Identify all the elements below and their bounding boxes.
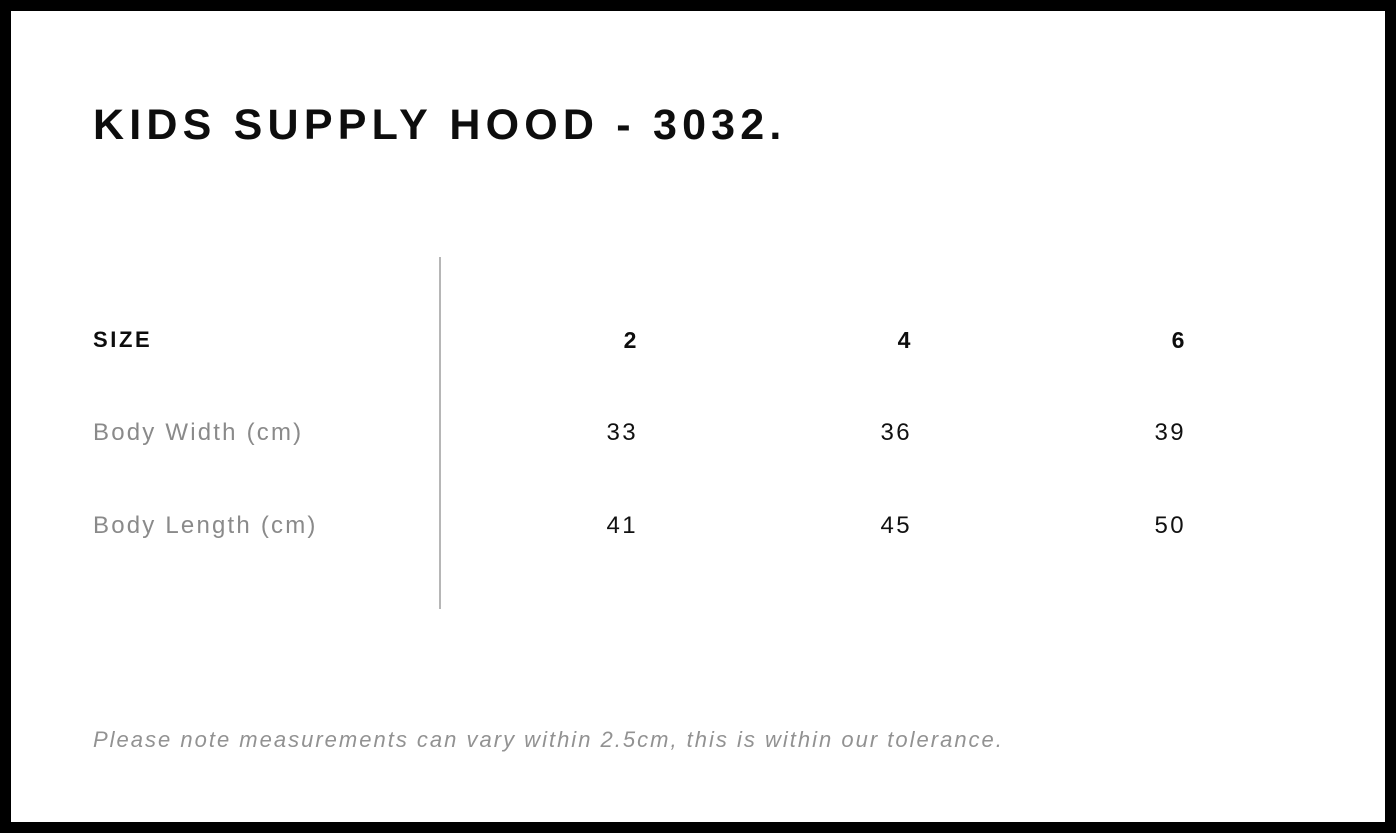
tolerance-note: Please note measurements can vary within… bbox=[93, 727, 1004, 752]
cell-body-length-size-4: 45 bbox=[880, 512, 912, 539]
cell-body-width-size-2: 33 bbox=[606, 419, 638, 446]
page-title: KIDS SUPPLY HOOD - 3032. bbox=[93, 101, 787, 149]
header-cell-size-4: 4 bbox=[897, 327, 912, 353]
cell-body-width-size-4: 36 bbox=[880, 419, 912, 446]
table-row: Body Length (cm) 41 45 50 bbox=[11, 506, 1385, 546]
header-label-size: SIZE bbox=[93, 327, 153, 352]
cell-body-length-size-6: 50 bbox=[1154, 512, 1186, 539]
header-cell-size-2: 2 bbox=[623, 327, 638, 353]
cell-body-length-size-2: 41 bbox=[606, 512, 638, 539]
column-divider bbox=[439, 257, 441, 609]
size-chart-card: KIDS SUPPLY HOOD - 3032. SIZE 2 4 6 Body… bbox=[11, 11, 1385, 822]
cell-body-width-size-6: 39 bbox=[1154, 419, 1186, 446]
row-label-body-width: Body Width (cm) bbox=[93, 419, 304, 446]
header-cell-size-6: 6 bbox=[1171, 327, 1186, 353]
table-header-row: SIZE 2 4 6 bbox=[11, 320, 1385, 360]
row-label-body-length: Body Length (cm) bbox=[93, 512, 318, 539]
table-row: Body Width (cm) 33 36 39 bbox=[11, 413, 1385, 453]
size-chart-table: SIZE 2 4 6 Body Width (cm) 33 36 39 Body… bbox=[11, 11, 1385, 822]
